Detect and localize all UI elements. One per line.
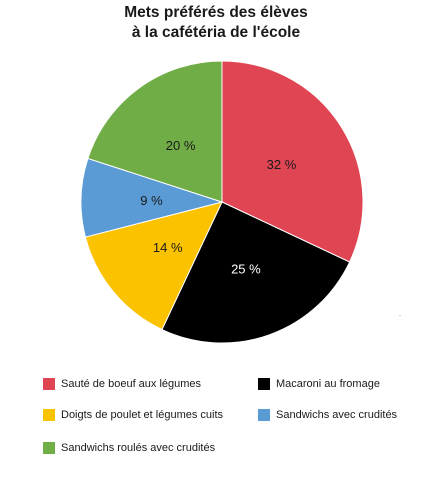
stray-mark bbox=[399, 315, 401, 316]
pie-label-0: 32 % bbox=[267, 157, 297, 172]
pie-slice-0 bbox=[221, 60, 364, 263]
pie-label-1: 25 % bbox=[231, 261, 261, 276]
chart-title: Mets préférés des élèves à la cafétéria … bbox=[0, 3, 432, 43]
pie-slice-1 bbox=[161, 201, 351, 344]
pie-label-4: 20 % bbox=[166, 138, 196, 153]
pie-label-3: 9 % bbox=[140, 193, 163, 208]
pie-label-2: 14 % bbox=[153, 240, 183, 255]
pie-slice-3 bbox=[80, 157, 224, 238]
pie-slice-4 bbox=[87, 60, 223, 203]
chart-title-line-1: Mets préférés des élèves bbox=[124, 4, 308, 21]
pie-slice-2 bbox=[84, 201, 223, 331]
chart-title-line-2: à la cafétéria de l'école bbox=[131, 24, 301, 41]
